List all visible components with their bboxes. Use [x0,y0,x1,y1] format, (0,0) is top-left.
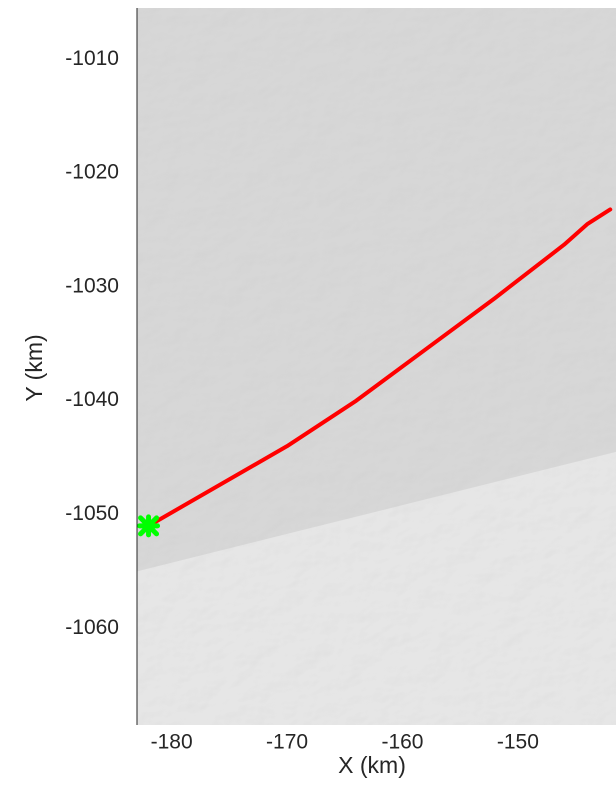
x-tick-label: -160 [381,731,423,754]
x-tick-label: -150 [497,731,539,754]
x-tick-labels: -180 -170 -160 -150 [151,731,539,754]
series-layer [137,207,613,538]
x-tick-label: -170 [266,731,308,754]
map-plot-area[interactable] [136,8,616,725]
relief-texture-overlay [137,8,616,725]
y-tick-label: -1030 [65,274,119,297]
x-tick-label: -180 [151,731,193,754]
y-tick-label: -1040 [65,388,119,411]
y-tick-labels: -1010 -1020 -1030 -1040 -1050 -1060 [65,47,119,639]
start-point-marker [137,514,161,538]
y-tick-label: -1020 [65,161,119,184]
track-line [146,207,613,528]
y-tick-label: -1010 [65,47,119,70]
y-axis-label: Y (km) [21,334,47,401]
x-axis-label: X (km) [338,752,406,778]
y-tick-label: -1050 [65,502,119,525]
y-tick-label: -1060 [65,616,119,639]
